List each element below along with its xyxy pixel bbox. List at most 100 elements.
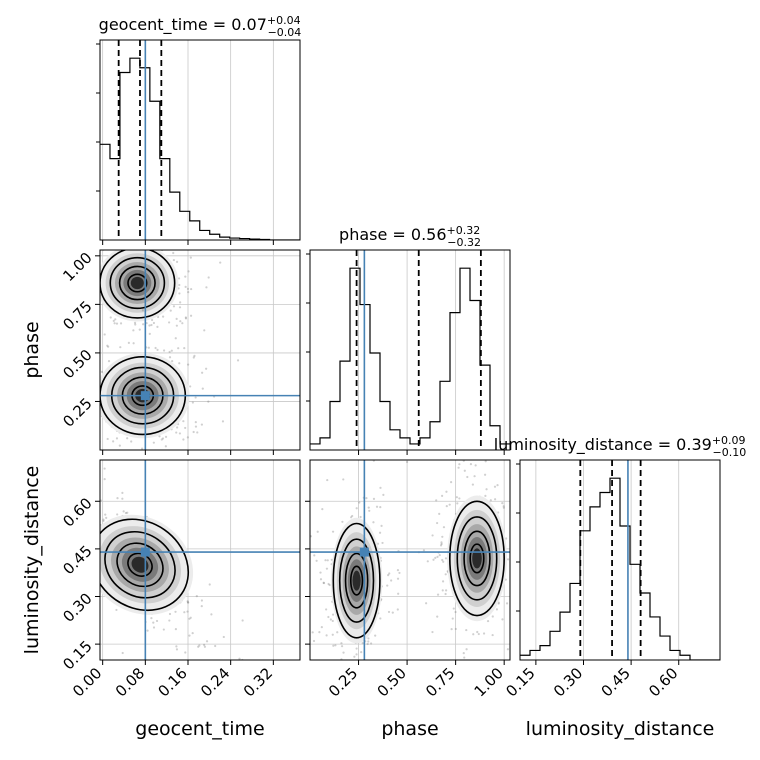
- sample-point: [436, 555, 439, 558]
- sample-point: [473, 475, 476, 478]
- sample-point: [186, 610, 189, 613]
- sample-point: [396, 569, 400, 572]
- sample-point: [112, 451, 114, 453]
- sample-point: [465, 628, 468, 632]
- sample-point: [16, 295, 18, 297]
- sample-point: [150, 457, 152, 459]
- sample-point: [438, 554, 441, 557]
- sample-point: [172, 251, 175, 255]
- sample-point: [152, 441, 155, 444]
- panel-title-0: geocent_time = 0.07+0.04 −0.04: [99, 14, 302, 39]
- sample-point: [90, 448, 92, 450]
- sample-point: [107, 360, 111, 363]
- sample-point: [184, 275, 187, 278]
- sample-point: [355, 647, 358, 650]
- sample-point: [118, 444, 121, 447]
- sample-point: [471, 483, 474, 486]
- sample-point: [168, 612, 172, 616]
- sample-point: [358, 501, 361, 504]
- sample-point: [172, 258, 175, 262]
- sample-point: [189, 385, 192, 388]
- sample-point: [190, 287, 193, 291]
- sample-point: [328, 583, 331, 587]
- sample-point: [168, 619, 171, 622]
- sample-point: [90, 165, 92, 167]
- sample-point: [170, 349, 173, 352]
- sample-point: [107, 345, 110, 348]
- sample-point: [373, 691, 375, 693]
- sample-point: [116, 513, 119, 516]
- sample-point: [336, 631, 339, 634]
- sample-point: [465, 648, 468, 651]
- sample-point: [331, 613, 335, 616]
- sample-point: [207, 400, 210, 403]
- sample-point: [128, 460, 130, 462]
- sample-point: [205, 286, 208, 289]
- density-fill: [472, 548, 482, 569]
- sample-point: [178, 306, 182, 309]
- contour-line: [104, 530, 176, 599]
- sample-point: [501, 501, 504, 505]
- sample-point: [441, 558, 444, 562]
- sample-point: [390, 579, 393, 582]
- sample-point: [116, 497, 119, 500]
- sample-point: [333, 674, 335, 676]
- sample-point: [91, 546, 93, 548]
- sample-point: [450, 628, 453, 631]
- sample-point: [95, 392, 97, 394]
- sample-point: [198, 644, 201, 647]
- sample-point: [79, 281, 81, 283]
- sample-point: [156, 348, 159, 352]
- sample-point: [193, 354, 196, 357]
- sample-point: [57, 460, 59, 462]
- sample-point: [175, 645, 178, 648]
- sample-point: [438, 512, 441, 516]
- sample-point: [425, 602, 428, 605]
- sample-point: [219, 261, 222, 264]
- sample-point: [318, 631, 321, 634]
- axis-label-y-1: phase: [21, 321, 43, 378]
- sample-point: [85, 419, 87, 421]
- sample-point: [210, 613, 213, 616]
- sample-point: [322, 581, 325, 584]
- sample-point: [396, 608, 399, 611]
- sample-point: [327, 582, 330, 586]
- sample-point: [75, 466, 77, 468]
- sample-point: [122, 245, 124, 247]
- sample-point: [331, 530, 335, 533]
- density-fill: [352, 570, 361, 591]
- sample-point: [474, 464, 477, 467]
- tick-label-y: 0.75: [59, 297, 95, 333]
- sample-point: [155, 619, 159, 623]
- sample-point: [87, 292, 89, 294]
- sample-point: [191, 631, 194, 635]
- sample-point: [112, 319, 115, 322]
- sample-point: [94, 292, 96, 294]
- sample-point: [374, 634, 377, 637]
- sample-point: [157, 315, 160, 319]
- sample-point: [81, 383, 83, 385]
- tick-label-y: 0.25: [59, 394, 95, 430]
- sample-point: [405, 460, 409, 464]
- sample-point: [505, 602, 509, 605]
- sample-point: [126, 511, 129, 514]
- tick-label-y: 1.00: [59, 249, 95, 285]
- sample-point: [95, 372, 97, 374]
- sample-point: [174, 337, 177, 340]
- sample-point: [378, 531, 382, 534]
- panel-title-1: phase = 0.56+0.32 −0.32: [339, 224, 481, 249]
- sample-point: [155, 229, 157, 231]
- sample-point: [175, 431, 178, 434]
- sample-point: [100, 243, 102, 245]
- histogram-step: [310, 267, 510, 445]
- sample-point: [196, 431, 199, 434]
- sample-point: [184, 316, 187, 319]
- sample-point: [114, 318, 117, 321]
- sample-point: [91, 439, 93, 441]
- sample-point: [127, 341, 130, 344]
- sample-point: [482, 632, 486, 635]
- sample-point: [92, 374, 94, 376]
- panel-frame: [99, 459, 301, 661]
- sample-point: [133, 321, 137, 324]
